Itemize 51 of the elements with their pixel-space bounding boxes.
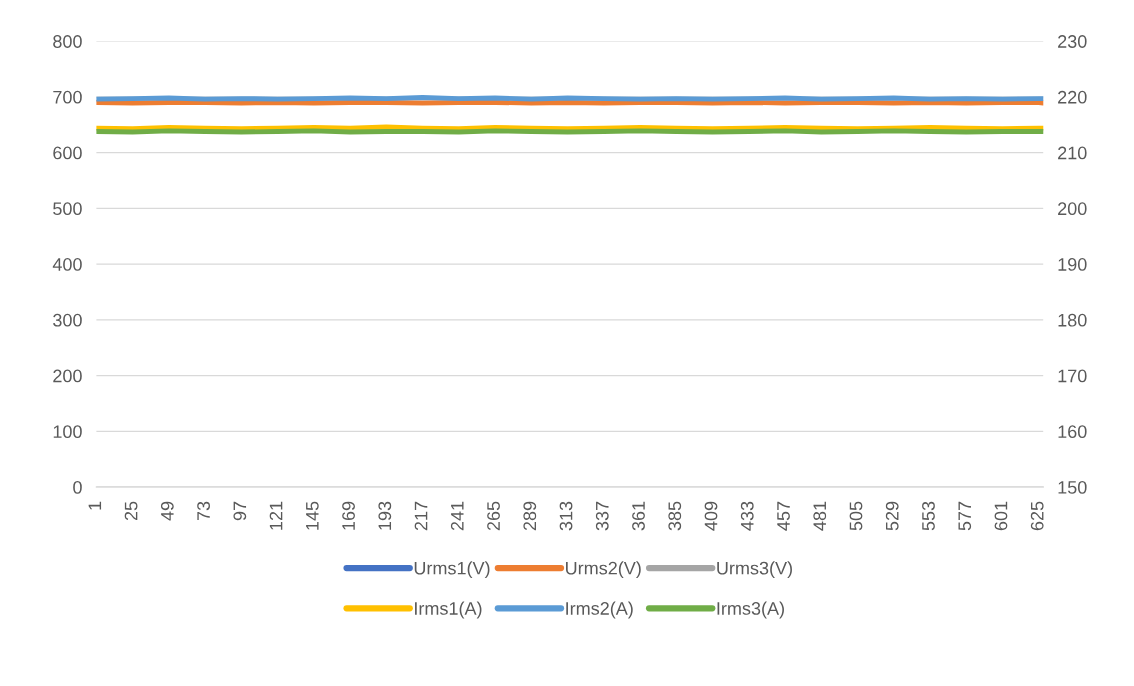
legend-label: Urms3(V) (717, 561, 792, 579)
x-tick-label: 193 (378, 501, 392, 530)
x-tick-label: 577 (958, 501, 972, 531)
x-tick-label: 49 (160, 501, 174, 521)
x-tick-label: 145 (306, 501, 319, 530)
y2-tick-label: 150 (1058, 480, 1087, 494)
legend-label: Urms2(V) (566, 561, 641, 579)
x-tick-label: 601 (994, 501, 1008, 531)
x-tick-label: 481 (813, 501, 827, 531)
x-tick-label: 241 (450, 501, 464, 531)
y2-tick-label: 220 (1058, 90, 1087, 104)
x-tick-label: 25 (124, 501, 138, 521)
y2-tick-label: 160 (1058, 425, 1087, 439)
legend-label: Irms3(A) (717, 601, 784, 619)
x-tick-label: 1 (88, 501, 102, 510)
x-tick-label: 73 (197, 501, 210, 521)
x-tick-label: 409 (704, 501, 718, 531)
x-tick-label: 313 (559, 501, 573, 531)
x-tick-label: 553 (922, 501, 935, 531)
x-tick-label: 289 (523, 501, 537, 531)
x-tick-label: 97 (233, 501, 247, 521)
y-tick-label: 300 (53, 313, 82, 327)
y-tick-label: 200 (53, 369, 82, 383)
legend-label: Irms2(A) (566, 601, 633, 619)
y-tick-label: 100 (53, 425, 82, 439)
legend-label: Irms1(A) (415, 601, 482, 619)
x-tick-label: 505 (849, 501, 863, 531)
x-tick-label: 529 (885, 501, 899, 531)
x-tick-label: 217 (414, 501, 428, 531)
x-tick-label: 385 (668, 501, 682, 531)
x-tick-label: 265 (487, 501, 500, 531)
y-tick-label: 500 (53, 202, 82, 216)
y-tick-label: 400 (52, 258, 82, 271)
y-tick-label: 0 (73, 480, 82, 494)
x-tick-label: 433 (740, 501, 754, 531)
y-tick-label: 700 (53, 90, 82, 104)
y2-tick-label: 230 (1058, 35, 1087, 48)
y-tick-label: 800 (53, 35, 82, 48)
y-tick-label: 600 (53, 146, 82, 160)
x-tick-label: 361 (632, 501, 645, 531)
y2-tick-label: 190 (1058, 258, 1087, 271)
x-tick-label: 121 (269, 501, 283, 530)
x-tick-label: 457 (777, 501, 790, 531)
y2-tick-label: 210 (1058, 146, 1087, 160)
x-tick-label: 337 (595, 501, 609, 531)
y2-tick-label: 200 (1058, 202, 1087, 216)
x-tick-label: 625 (1030, 501, 1044, 531)
x-tick-label: 169 (342, 501, 355, 530)
legend-label: Urms1(V) (414, 561, 490, 579)
y2-tick-label: 170 (1058, 369, 1087, 383)
y2-tick-label: 180 (1058, 313, 1087, 327)
